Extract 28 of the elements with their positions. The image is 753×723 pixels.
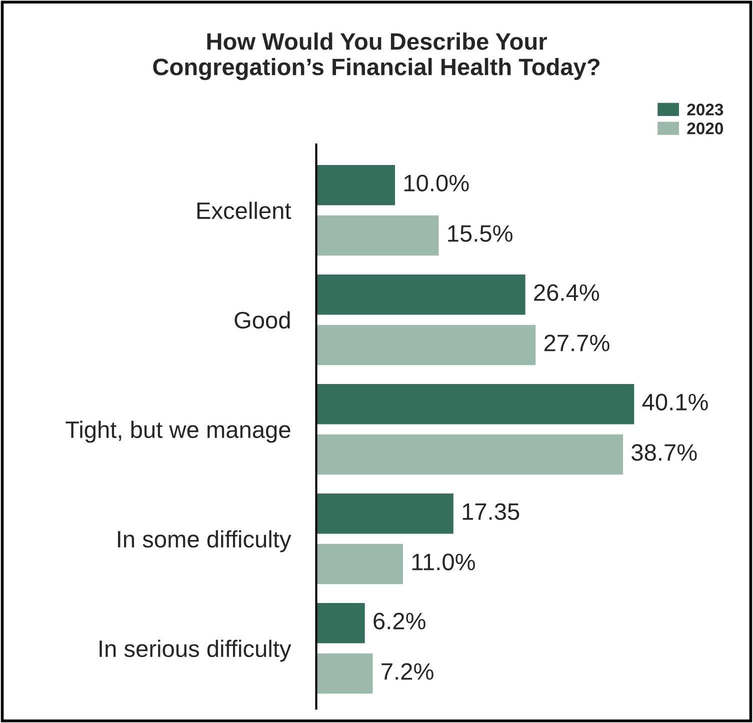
y-tick-label: In some difficulty [118,530,292,552]
legend-label: 2020 [687,122,724,134]
data-label: 40.1% [642,394,708,410]
bar [316,214,440,257]
y-tick-label: Excellent [197,202,292,220]
chart-title: How Would You Describe Your Congregation’s Financial Health Today? [153,32,600,80]
bar [316,652,374,695]
bar [316,382,636,426]
data-label: 7.2% [382,663,434,680]
bar [316,273,527,316]
y-tick-label: Good [234,311,290,329]
data-label: 10.0% [404,174,469,192]
legend-label: 2023 [687,104,724,116]
data-label: 27.7% [544,334,610,352]
bar [316,542,404,586]
data-label: 38.7% [632,444,697,461]
data-label: 6.2% [374,612,426,630]
y-tick-label: Tight, but we manage [66,420,290,443]
bar [316,492,455,536]
data-label: 15.5% [448,225,512,242]
bar [316,164,396,207]
data-label: 26.4% [534,284,600,301]
bar [316,323,538,366]
data-label: 17.35 [462,503,520,520]
y-tick-label: In serious difficulty [100,640,292,662]
data-label: 11.0% [412,554,475,570]
bar [316,432,624,476]
bar [316,602,366,645]
